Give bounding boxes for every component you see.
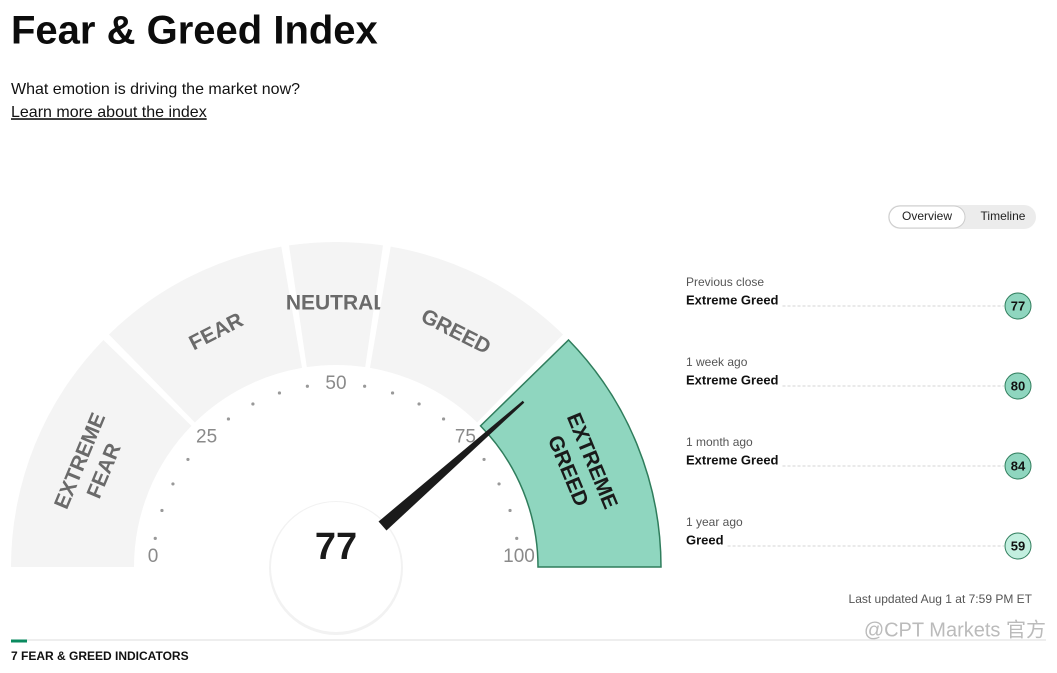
- last-updated: Last updated Aug 1 at 7:59 PM ET: [849, 592, 1033, 606]
- gauge-dot: [363, 384, 367, 388]
- gauge-dot: [417, 402, 421, 406]
- gauge-dot: [160, 508, 164, 513]
- gauge-needle: [378, 400, 525, 531]
- gauge-segment: [11, 339, 192, 567]
- gauge-dot: [226, 417, 231, 421]
- history-value: 59: [1011, 538, 1025, 553]
- gauge-segment: [369, 246, 564, 423]
- gauge-dot: [508, 508, 512, 513]
- gauge-tick-label: 75: [455, 427, 476, 448]
- history-badge: [1004, 372, 1032, 400]
- history-badge: [1004, 452, 1032, 480]
- gauge-tick-label: 0: [148, 546, 159, 567]
- tab-selected: [888, 205, 966, 229]
- history-rating: Extreme Greed: [686, 452, 779, 467]
- history-value: 77: [1011, 298, 1025, 313]
- gauge-dot: [171, 482, 175, 486]
- gauge-dot: [390, 391, 395, 395]
- section-title: 7 FEAR & GREED INDICATORS: [11, 649, 189, 663]
- gauge-tick-label: 100: [503, 546, 535, 567]
- learn-more-link[interactable]: Learn more about the index: [11, 104, 207, 121]
- gauge-segment: [108, 246, 303, 423]
- gauge-dot: [441, 417, 446, 421]
- history-period: Previous close: [686, 275, 764, 289]
- segment-label-line: NEUTRAL: [286, 292, 386, 315]
- tab[interactable]: Overview: [902, 209, 952, 223]
- gauge-tick-label: 25: [196, 427, 217, 448]
- history-value: 84: [1011, 458, 1026, 473]
- history-badge: [1004, 292, 1032, 320]
- watermark: @CPT Markets 官方: [864, 618, 1046, 641]
- gauge-value: 77: [315, 526, 357, 568]
- history-badge: [1004, 532, 1032, 560]
- history-rating: Greed: [686, 532, 724, 547]
- history-period: 1 month ago: [686, 435, 753, 449]
- gauge-dot: [186, 457, 190, 462]
- history-value: 80: [1011, 378, 1025, 393]
- gauge-dot: [277, 391, 282, 395]
- title: Fear & Greed Index: [11, 9, 378, 53]
- history-period: 1 year ago: [686, 515, 743, 529]
- history-period: 1 week ago: [686, 355, 748, 369]
- gauge-dot: [515, 536, 519, 540]
- gauge-dot: [482, 457, 486, 462]
- gauge-dot: [497, 482, 501, 486]
- gauge-segment: [479, 338, 662, 568]
- gauge-dot: [251, 402, 255, 406]
- history-rating: Extreme Greed: [686, 372, 779, 387]
- gauge-segment: [289, 242, 383, 368]
- segment-label: NEUTRAL: [286, 292, 386, 315]
- gauge-tick-label: 50: [325, 373, 346, 394]
- gauge-hub: [271, 502, 401, 632]
- tab[interactable]: Timeline: [981, 209, 1026, 223]
- gauge-dot: [153, 536, 157, 540]
- history-rating: Extreme Greed: [686, 292, 779, 307]
- gauge-dot: [305, 384, 309, 388]
- subtitle: What emotion is driving the market now?: [11, 81, 300, 98]
